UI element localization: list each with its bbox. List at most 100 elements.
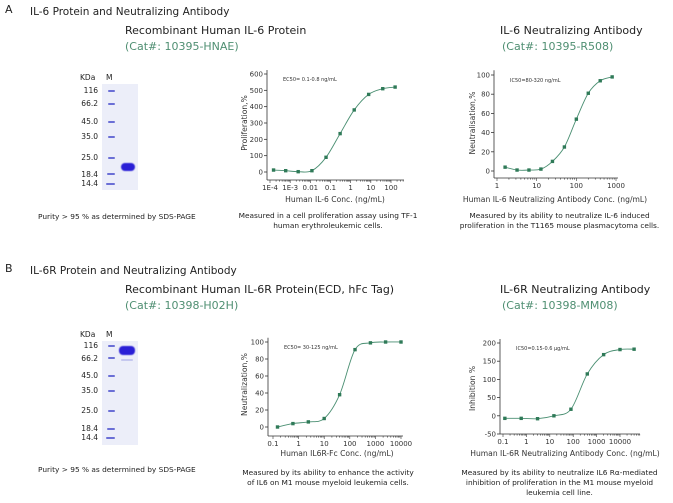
gel-marker-label: 66.2 (81, 354, 98, 363)
x-axis-label: Human IL-6 Neutralizing Antibody Conc. (… (463, 195, 647, 204)
data-point (310, 168, 314, 173)
gel-marker-label: 25.0 (81, 406, 98, 415)
gel-lane-label: M (106, 330, 113, 339)
x-tick-label: 1 (296, 440, 300, 448)
y-axis-label: Neutralization,% (240, 353, 249, 416)
gel-marker-label: 116 (83, 86, 98, 95)
data-point (271, 168, 276, 172)
purity-text-b: Purity > 95 % as determined by SDS-PAGE (38, 465, 196, 474)
data-point (353, 347, 357, 352)
data-point (291, 421, 295, 426)
gel-unit-label: KDa (80, 330, 96, 339)
ec50-annotation: EC50= 0.1-0.8 ng/mL (283, 77, 337, 83)
gel-lane-label: M (106, 73, 113, 82)
data-point (324, 155, 328, 159)
y-tick-label: 100 (251, 339, 264, 347)
data-point (338, 131, 342, 136)
data-point (381, 87, 385, 91)
caption-protein-b: Measured by its ability to enhance the a… (242, 468, 414, 487)
data-point (598, 79, 602, 83)
data-point (550, 159, 555, 164)
gel-marker-label: 35.0 (81, 386, 98, 395)
data-point (352, 108, 356, 112)
data-point (586, 91, 590, 95)
chart-1: 0 100 200 300 400 500 600 1E-4 1E-3 0.01 0.1 1 10 100… (240, 70, 404, 204)
gel-marker-label: 35.0 (81, 132, 98, 141)
x-tick-label: 100 (570, 182, 583, 190)
antibody-title-b: IL-6R Neutralizing Antibody (500, 283, 651, 296)
fit-curve (277, 341, 402, 428)
data-point (618, 347, 622, 352)
ec50-annotation: EC50= 30-125 ng/mL (284, 345, 338, 351)
x-tick-label: 1000 (607, 182, 625, 190)
gel-marker-label: 14.4 (81, 179, 98, 188)
y-tick-label: 80 (481, 91, 490, 99)
y-tick-label: 40 (255, 390, 264, 398)
x-tick-label: 0.1 (497, 438, 508, 446)
y-tick-label: 80 (255, 356, 264, 364)
data-point (503, 416, 507, 421)
panel-letter-b: B (5, 262, 13, 275)
protein-band (121, 163, 135, 171)
caption-antibody-b: Measured by its ability to neutralize IL… (461, 468, 658, 497)
gel-marker-label: 45.0 (81, 117, 98, 126)
data-point (393, 85, 397, 89)
data-point (601, 352, 606, 357)
y-tick-label: 100 (483, 376, 496, 384)
gel-marker-label: 18.4 (81, 170, 98, 179)
protein-title-a: Recombinant Human IL-6 Protein (125, 24, 307, 37)
gel-marker-label: 66.2 (81, 99, 98, 108)
x-tick-label: 1 (524, 438, 528, 446)
x-tick-label: 10 (545, 438, 554, 446)
y-tick-label: 40 (481, 129, 490, 137)
protein-cat-a: (Cat#: 10395-HNAE) (125, 40, 239, 53)
y-tick-label: 500 (250, 87, 263, 95)
x-tick-label: 1E-4 (262, 184, 278, 192)
x-axis-label: Human IL6R-Fc Conc. (ng/mL) (280, 449, 393, 458)
y-tick-label: -50 (485, 431, 496, 439)
chart-4: -50 0 50 100 150 200 0.1 1 10 100 1000 10000 Human I… (468, 339, 660, 458)
y-tick-label: 0 (259, 169, 263, 177)
y-tick-label: 60 (255, 373, 264, 381)
protein-title-b: Recombinant Human IL-6R Protein(ECD, hFc… (125, 283, 395, 296)
x-tick-label: 10000 (390, 440, 412, 448)
data-point (322, 416, 326, 421)
antibody-title-a: IL-6 Neutralizing Antibody (500, 24, 643, 37)
data-point (366, 92, 371, 97)
x-tick-label: 100 (343, 440, 356, 448)
y-tick-label: 0 (486, 168, 490, 176)
x-tick-label: 1 (495, 182, 499, 190)
chart-2: 0 20 40 60 80 100 1 10 100 1000 Human IL-6 Neutral… (463, 70, 647, 204)
y-tick-label: 300 (250, 120, 263, 128)
section-title-b: IL-6R Protein and Neutralizing Antibody (30, 265, 237, 277)
x-tick-label: 1 (348, 184, 352, 192)
ec50-annotation: IC50=80-320 ng/mL (510, 78, 561, 84)
purity-text-a: Purity > 95 % as determined by SDS-PAGE (38, 212, 196, 221)
x-tick-label: 0.1 (267, 440, 278, 448)
data-point (527, 168, 531, 172)
x-tick-label: 1E-3 (282, 184, 298, 192)
antibody-cat-a: (Cat#: 10395-R508) (502, 40, 614, 53)
y-axis-label: Neutralisation,% (468, 92, 477, 155)
data-point (519, 416, 523, 421)
data-point (296, 169, 300, 174)
x-tick-label: 10000 (609, 438, 631, 446)
y-tick-label: 60 (481, 110, 490, 118)
caption-antibody-a: Measured by its ability to neutralize IL… (459, 211, 660, 230)
y-tick-label: 50 (487, 394, 496, 402)
y-axis-label: Proliferation,% (240, 95, 249, 151)
data-point (275, 425, 280, 429)
x-tick-label: 1000 (588, 438, 606, 446)
x-tick-label: 1000 (366, 440, 384, 448)
y-tick-label: 20 (481, 148, 490, 156)
gel-marker-label: 25.0 (81, 153, 98, 162)
data-point (283, 168, 288, 173)
y-tick-label: 0 (260, 424, 264, 432)
y-tick-label: 0 (492, 412, 496, 420)
data-point (399, 340, 403, 344)
x-tick-label: 10 (320, 440, 329, 448)
y-axis-label: Inhibition % (468, 366, 477, 411)
data-point (515, 168, 519, 172)
protein-cat-b: (Cat#: 10398-H02H) (125, 299, 239, 312)
x-tick-label: 0.01 (303, 184, 319, 192)
